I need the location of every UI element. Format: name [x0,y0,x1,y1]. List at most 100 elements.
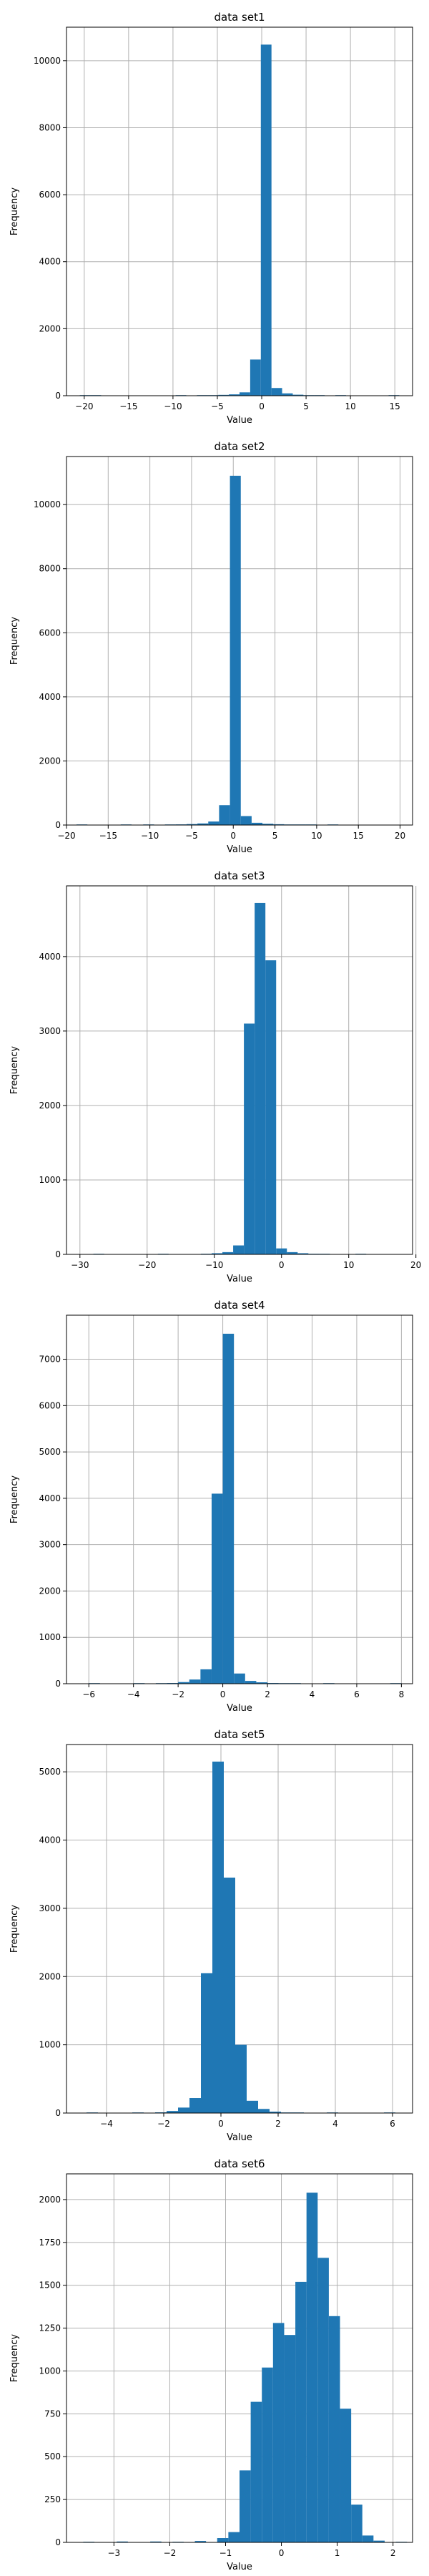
plot-frame [66,456,413,826]
x-tick-label: 2 [265,1689,270,1699]
y-tick-label: 0 [55,2537,61,2547]
x-tick-label: 0 [230,831,236,841]
histogram-bar [270,2112,281,2113]
x-axis-label: Value [227,2132,252,2143]
x-tick-label: −10 [141,831,159,841]
histogram-bar [250,359,261,396]
y-axis-label: Frequency [9,1475,20,1523]
x-axis: −4 −2 0 2 4 6 [100,2113,395,2129]
histogram-bar [240,2470,251,2542]
x-tick-label: −5 [211,401,224,411]
x-tick-label: 15 [353,831,364,841]
y-tick-label: 1000 [39,2040,61,2050]
histogram-bar [233,1245,245,1254]
x-tick-label: 1 [335,2548,340,2558]
x-axis: −20 −15 −10 −5 0 5 10 15 [75,396,400,411]
histogram-bar [208,821,220,825]
y-axis: 0 250 500 750 1000 1250 1500 1750 2000 [39,2195,66,2547]
x-tick-label: −10 [205,1260,223,1270]
histogram-bar [282,393,293,396]
histogram-bar [240,816,252,825]
histogram-panel-5: −4 −2 0 2 4 6 0 1000 2000 3000 4000 5000 data set5 Va… [9,1728,413,2143]
histogram-bar [244,1023,255,1254]
histogram-bars [87,1761,395,2113]
histogram-bar [230,475,241,825]
x-tick-label: −20 [138,1260,156,1270]
x-tick-label: −15 [119,401,137,411]
histogram-bar [295,2281,307,2542]
plot-frame [66,1314,413,1684]
histogram-bar [240,392,250,396]
histogram-bar [251,822,263,825]
histogram-bar [340,2409,352,2542]
chart-title: data set4 [214,1299,265,1312]
y-tick-label: 10000 [34,499,61,509]
histogram-bar [250,2401,262,2542]
x-tick-label: 0 [259,401,265,411]
histogram-bar [258,2109,270,2113]
histogram-bar [271,388,282,396]
y-axis: 0 1000 2000 3000 4000 5000 6000 7000 [39,1355,66,1689]
histogram-bar [292,394,304,396]
histogram-bar [178,1682,189,1684]
gridlines [66,1315,413,1684]
x-tick-label: 15 [390,401,400,411]
histogram-bar [276,1248,287,1254]
y-tick-label: 5000 [39,1767,61,1777]
x-tick-label: 2 [390,2548,396,2558]
histogram-panel-6: −3 −2 −1 0 1 2 0 250 500 750 1000 1250 1500 1750 2000 d… [9,2157,413,2572]
y-tick-label: 7000 [39,1355,61,1365]
histogram-panel-4: −6 −4 −2 0 2 4 6 8 0 1000 2000 3000 4000 5000 6000 7000… [9,1299,413,1714]
histogram-bars [93,902,367,1254]
chart-title: data set6 [214,2157,265,2170]
histogram-bar [218,394,230,396]
x-tick-label: 20 [395,831,405,841]
x-axis: −30 −20 −10 0 10 20 [71,1254,421,1270]
x-tick-label: −20 [57,831,75,841]
y-tick-label: 1500 [39,2280,61,2290]
histogram-bar [317,2258,329,2542]
x-axis-label: Value [227,415,252,426]
y-tick-label: 2000 [39,1101,61,1111]
histogram-bar [262,824,274,825]
y-tick-label: 4000 [39,952,61,962]
histogram-bar [200,1669,212,1684]
x-tick-label: 4 [310,1689,315,1699]
x-tick-label: 10 [343,1260,354,1270]
histogram-bar [189,2098,201,2113]
x-tick-label: −1 [220,2548,232,2558]
gridlines [66,27,413,396]
x-axis-label: Value [227,1703,252,1714]
plot-frame [66,2173,413,2543]
histogram-bar [197,823,209,825]
histogram-bars [76,475,339,825]
histogram-bar [211,1493,223,1684]
histogram-bar [224,1877,235,2113]
histogram-bar [272,2323,285,2542]
x-axis: −6 −4 −2 0 2 4 6 8 [82,1684,404,1699]
histogram-bar [211,1253,223,1254]
x-tick-label: 8 [399,1689,405,1699]
histogram-bar [219,805,230,825]
histogram-bar [189,1679,201,1684]
x-tick-label: 4 [332,2119,338,2129]
histogram-bar [212,1761,224,2113]
x-tick-label: 0 [220,1689,226,1699]
histogram-panel-3: −30 −20 −10 0 10 20 0 1000 2000 3000 4000 data set3… [9,869,421,1284]
chart-title: data set5 [214,1728,265,1741]
histogram-bar [235,2044,247,2113]
x-tick-label: 20 [410,1260,421,1270]
y-axis-label: Frequency [9,617,20,665]
plot-frame [66,1744,413,2114]
histogram-bar [351,2504,363,2542]
x-tick-label: −2 [172,1689,184,1699]
y-tick-label: 6000 [39,628,61,638]
y-tick-label: 1000 [39,1632,61,1642]
histogram-bar [373,2540,385,2542]
plot-frame [66,885,413,1255]
histogram-bar [255,902,266,1254]
x-tick-label: 5 [303,401,309,411]
histogram-bar [256,1682,268,1684]
histogram-panel-1: −20 −15 −10 −5 0 5 10 15 0 2000 4000 6000 8000 10000 d… [9,11,413,426]
histogram-bars [89,1333,402,1684]
